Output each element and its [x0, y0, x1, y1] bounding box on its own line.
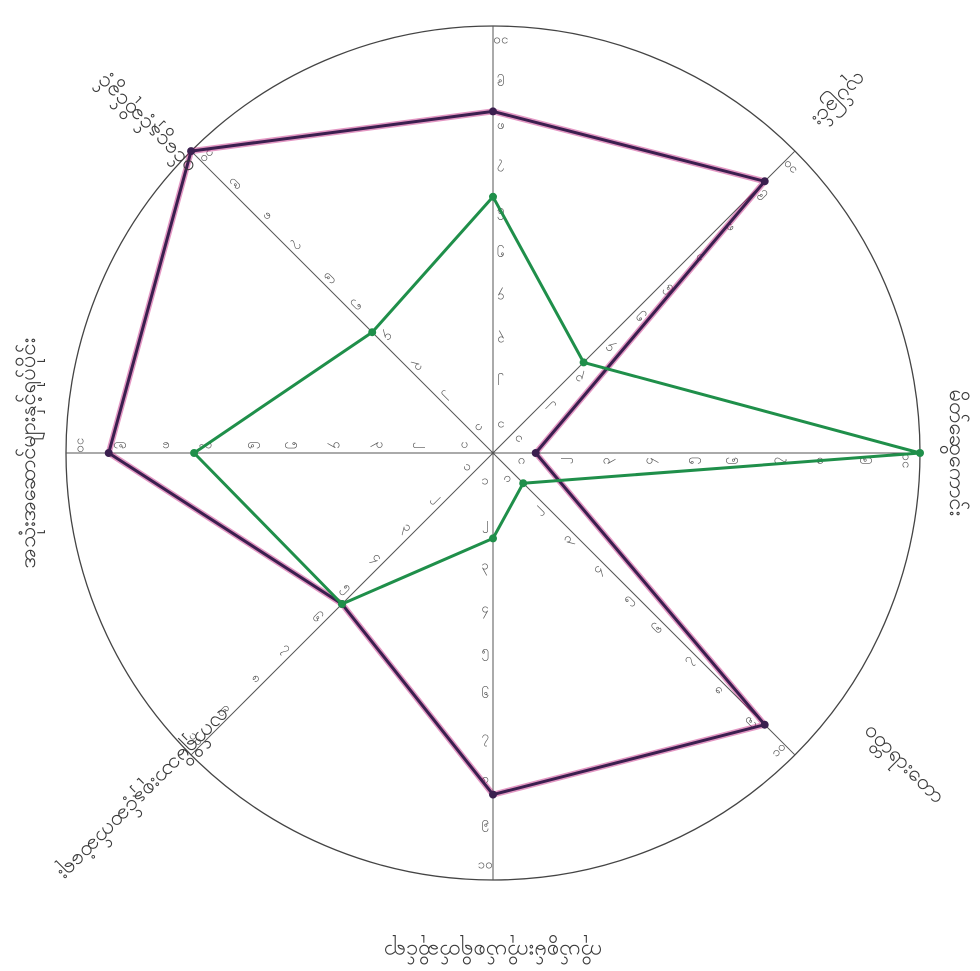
tick-label-axis3-4: ၄ [590, 561, 608, 579]
axis-label-6: အသုံးအဆောင်များနှင့်ရုပ်ပိုင်း [15, 338, 46, 569]
tick-label-axis4-4: ၄ [481, 601, 489, 618]
tick-label-axis2-2: ၂ [556, 458, 573, 464]
tick-label-axis0-3: ၃ [497, 330, 504, 347]
series-1-point-3 [519, 479, 528, 488]
axis-label-3: ဝတ္တရားတော [856, 718, 950, 812]
tick-label-axis6-8: ၈ [159, 441, 174, 448]
tick-label-axis2-7: ၇ [770, 457, 787, 464]
series-1-point-5 [338, 600, 346, 608]
tick-label-axis2-6: ၆ [726, 457, 742, 464]
axis-label-5: လက်ရှိမိသားစုနှင့်ဆက်ဆံရေး [50, 700, 237, 887]
tick-label-axis7-7: ၇ [289, 237, 306, 254]
tick-label-axis0-10: ၁၀ [494, 33, 509, 48]
series-1-point-0 [489, 192, 497, 201]
tick-label-axis1-3: ၃ [571, 369, 588, 386]
series-0-point-3 [760, 720, 769, 729]
tick-label-axis6-5: ၅ [285, 441, 302, 448]
spoke-1 [492, 150, 796, 454]
tick-label-axis0-5: ၅ [497, 245, 504, 262]
tick-label-axis6-1: ၁ [458, 441, 473, 448]
axis-label-1: လုပ်ခြင်း [804, 64, 873, 133]
axis-label-7: ဝင်ငွေနှင့်ဆိုင်ခွင့် [90, 66, 204, 180]
tick-label-axis4-9: ၉ [481, 815, 488, 832]
series-1-point-1 [579, 358, 588, 367]
tick-label-axis5-4: ၄ [368, 550, 386, 568]
tick-label-axis6-10: ၁၀ [73, 438, 88, 453]
axis-label-2: မိတ်ဆွေကောင်း [939, 390, 970, 517]
series-1-point-7 [368, 328, 377, 337]
tick-label-axis4-8: ၈ [481, 772, 488, 787]
series-1-point-2 [916, 449, 924, 457]
tick-label-axis0-2: ၂ [498, 373, 504, 390]
tick-label-axis6-2: ၂ [413, 442, 430, 448]
spoke-3 [492, 452, 796, 756]
tick-label-axis4-1: ၁ [481, 473, 488, 488]
series-0-point-1 [760, 177, 769, 186]
tick-label-axis5-3: ၃ [398, 520, 415, 537]
tick-label-axis4-10: ၁၀ [478, 858, 493, 873]
series-0-point-6 [104, 449, 113, 457]
series-1-line [192, 195, 922, 606]
series-1-point-6 [190, 449, 199, 457]
tick-label-axis2-10: ၁၀ [898, 454, 913, 469]
tick-label-axis4-2: ၂ [482, 516, 488, 533]
tick-label-axis7-4: ၄ [379, 328, 397, 346]
tick-label-axis6-6: ၆ [244, 441, 260, 448]
tick-label-axis2-4: ၄ [641, 457, 658, 465]
tick-label-axis3-10: ၁၀ [768, 740, 789, 761]
tick-label-axis0-9: ၉ [497, 74, 504, 91]
tick-label-axis3-7: ၇ [680, 652, 697, 669]
tick-label-axis0-4: ၄ [497, 288, 505, 305]
series-0-point-0 [489, 107, 497, 116]
tick-label-axis6-4: ၄ [328, 441, 345, 449]
spoke-7 [190, 150, 494, 454]
tick-label-axis0-8: ၈ [497, 119, 504, 134]
tick-label-axis5-7: ၇ [277, 640, 294, 657]
series-0-point-4 [489, 790, 497, 799]
tick-label-axis2-5: ၅ [684, 457, 701, 464]
tick-label-axis4-3: ၃ [481, 559, 488, 576]
tick-label-axis4-6: ၆ [481, 686, 488, 702]
series-1-point-4 [489, 534, 497, 543]
tick-label-axis0-7: ၇ [497, 160, 504, 177]
tick-label-axis6-3: ၃ [370, 441, 387, 448]
series-0-point-7 [187, 147, 196, 156]
tick-label-axis2-1: ၁ [513, 457, 528, 464]
tick-label-axis2-9: ၉ [855, 457, 872, 464]
tick-label-axis0-1: ၁ [497, 418, 504, 433]
tick-label-axis3-3: ၃ [560, 531, 577, 548]
tick-label-axis7-9: ၉ [228, 177, 245, 194]
tick-label-axis6-9: ၉ [114, 441, 131, 448]
tick-label-axis4-7: ၇ [481, 730, 488, 747]
tick-label-axis1-10: ၁၀ [780, 157, 801, 178]
tick-label-axis4-5: ၅ [481, 644, 488, 661]
axis-label-4: ကိုယ်စွမ်းကိုယ်စရိတ်ဆိုင်ရာ [384, 934, 602, 965]
series-0-point-2 [531, 449, 540, 457]
radar-spokes [66, 26, 920, 880]
data-series [104, 107, 924, 799]
tick-label-axis2-3: ၃ [599, 457, 616, 464]
tick-label-axis7-3: ၃ [409, 358, 426, 375]
